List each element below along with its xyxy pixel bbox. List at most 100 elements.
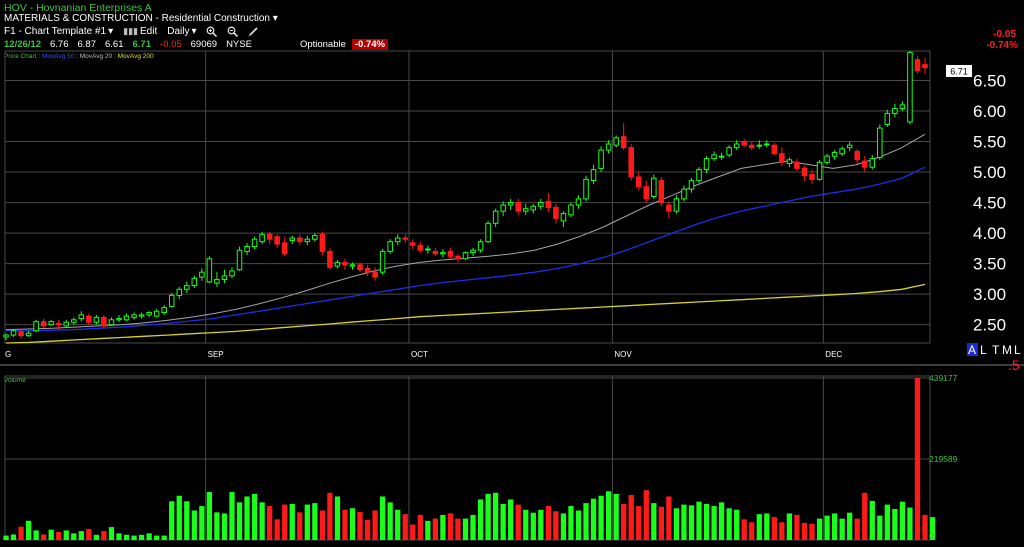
period-label: Daily bbox=[167, 26, 190, 37]
volume-bar bbox=[342, 509, 348, 540]
volume-tick-label: 0 bbox=[929, 531, 934, 541]
volume-bar bbox=[568, 506, 574, 540]
candle-body-down bbox=[779, 153, 785, 163]
volume-bar bbox=[605, 491, 612, 540]
candle-body-up bbox=[131, 314, 137, 318]
candle-body-up bbox=[176, 288, 183, 296]
sector-selector[interactable]: MATERIALS & CONSTRUCTION - Residential C… bbox=[4, 13, 278, 24]
candle-body-down bbox=[297, 237, 303, 243]
volume-bar bbox=[462, 518, 469, 540]
candle-body-up bbox=[259, 233, 265, 243]
moving-averages bbox=[5, 133, 926, 344]
volume-bar bbox=[734, 509, 740, 540]
candle-body-up bbox=[575, 198, 582, 206]
volume-bar bbox=[334, 496, 341, 540]
volume-bar bbox=[922, 514, 928, 540]
optionable-label: Optionable bbox=[299, 39, 346, 50]
candle-body-down bbox=[372, 271, 378, 278]
volume-bar bbox=[221, 513, 228, 540]
candle-body-up bbox=[733, 143, 740, 149]
candle-body-down bbox=[861, 160, 868, 168]
legend-ma200[interactable]: MovAvg 200 bbox=[117, 53, 154, 60]
chevron-down-icon: ▾ bbox=[191, 26, 197, 37]
candle-body-up bbox=[613, 137, 619, 146]
period-selector[interactable]: Daily ▾ bbox=[167, 26, 196, 37]
sector-label: MATERIALS & CONSTRUCTION - Residential C… bbox=[4, 13, 270, 24]
zoom-out-button[interactable] bbox=[227, 26, 239, 37]
volume-bar bbox=[10, 534, 17, 540]
candle-body-up bbox=[184, 285, 190, 290]
volume-bar bbox=[583, 503, 589, 540]
legend-ma50[interactable]: MovAvg 50 bbox=[41, 53, 75, 60]
candle-body-up bbox=[477, 241, 484, 251]
volume-bar bbox=[184, 501, 190, 540]
quote-low: 6.61 bbox=[104, 39, 124, 50]
legend-ma20[interactable]: MovAvg 20 bbox=[79, 53, 113, 60]
candle-body-up bbox=[470, 249, 476, 254]
top-right-change: -0.05 bbox=[993, 29, 1016, 40]
tool-a[interactable]: A bbox=[968, 343, 976, 357]
candle-body-up bbox=[251, 238, 258, 248]
tool-a-highlight bbox=[967, 343, 978, 356]
volume-bar bbox=[545, 506, 551, 540]
zoom-in-button[interactable] bbox=[206, 26, 218, 37]
volume-bar bbox=[282, 504, 288, 540]
template-selector[interactable]: F1 - Chart Template #1 ▾ bbox=[4, 26, 113, 37]
month-label: OCT bbox=[411, 350, 428, 359]
volume-bar bbox=[267, 506, 273, 540]
volume-bar bbox=[297, 512, 303, 540]
volume-panel-title: Volume bbox=[4, 377, 26, 384]
volume-bar bbox=[500, 503, 506, 540]
volume-bar bbox=[327, 492, 333, 540]
zoom-in-icon bbox=[207, 26, 218, 37]
candle-body-up bbox=[530, 205, 537, 211]
tool-l[interactable]: L bbox=[980, 343, 987, 357]
indicator-legend: Price Chart : MovAvg 50 : MovAvg 20 : Mo… bbox=[4, 53, 154, 60]
candle-body-down bbox=[515, 202, 521, 212]
month-label: G bbox=[5, 350, 11, 359]
candle-body-up bbox=[425, 248, 431, 251]
candle-body-up bbox=[206, 258, 213, 283]
candle-body-up bbox=[394, 237, 401, 243]
candle-body-up bbox=[199, 271, 205, 278]
edit-button[interactable]: ▮▮▮ Edit bbox=[123, 26, 157, 37]
quote-close: 6.71 bbox=[132, 39, 151, 50]
volume-bar bbox=[643, 490, 649, 540]
candle-body-up bbox=[236, 249, 243, 271]
volume-bar bbox=[929, 517, 936, 540]
draw-tool-button[interactable] bbox=[248, 26, 259, 37]
tool-l2[interactable]: L bbox=[1014, 343, 1021, 357]
axes: 2.50 3.00 3.50 4.00 4.50 5.00 5.50 6.00 6.50 G SEP… bbox=[5, 71, 1006, 541]
candle-body-up bbox=[93, 316, 100, 323]
volume-bar bbox=[244, 496, 250, 540]
bar-chart-icon: ▮▮▮ bbox=[123, 26, 138, 36]
candle-body-up bbox=[3, 334, 9, 338]
month-label: NOV bbox=[614, 350, 632, 359]
volume-bar bbox=[877, 515, 883, 540]
volume-bar bbox=[48, 529, 54, 540]
candle-body-up bbox=[48, 321, 54, 326]
volume-bar bbox=[884, 504, 890, 540]
edit-label: Edit bbox=[139, 26, 158, 37]
ma50-line bbox=[6, 166, 926, 332]
volume-bar bbox=[914, 378, 921, 540]
candle-body-up bbox=[907, 51, 913, 123]
volume-bar bbox=[161, 535, 167, 540]
tool-m[interactable]: M bbox=[1002, 343, 1012, 357]
price-tick-label: 6.00 bbox=[973, 102, 1006, 121]
legend-price-chart[interactable]: Price Chart bbox=[4, 53, 37, 60]
tool-t[interactable]: T bbox=[992, 343, 1000, 357]
pct-change-badge: -0.74% bbox=[351, 39, 388, 50]
candle-body-down bbox=[748, 144, 755, 149]
candle-body-up bbox=[123, 315, 130, 321]
volume-bar bbox=[764, 513, 770, 540]
volume-bar bbox=[380, 496, 386, 540]
month-label: SEP bbox=[208, 350, 224, 359]
volume-bar bbox=[794, 514, 800, 540]
candle-body-down bbox=[40, 321, 47, 327]
candle-body-up bbox=[108, 319, 115, 326]
candle-body-up bbox=[304, 238, 311, 243]
volume-bar bbox=[786, 513, 793, 540]
price-panel-border bbox=[4, 50, 931, 344]
